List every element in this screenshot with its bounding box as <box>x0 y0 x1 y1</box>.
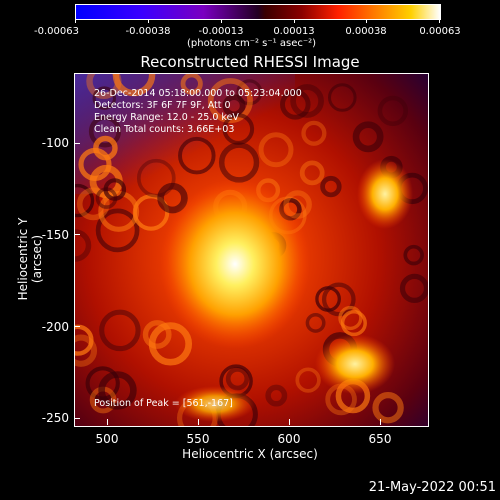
colorbar-tick-mark <box>148 19 149 23</box>
y-tick-label: -250 <box>41 411 69 425</box>
y-tick-mark <box>75 418 80 419</box>
colorbar-tick-label: 0.00063 <box>419 26 461 37</box>
y-tick-mark <box>75 326 80 327</box>
x-tick-label: 500 <box>95 432 119 446</box>
rhessi-image <box>74 73 429 427</box>
colorbar-tick-label: -0.00063 <box>34 26 79 37</box>
y-tick-mark <box>75 143 80 144</box>
colorbar-tick-mark <box>75 19 76 23</box>
x-tick-mark <box>198 419 199 425</box>
y-tick-label: -100 <box>41 136 69 150</box>
colorbar-units: (photons cm⁻² s⁻¹ asec⁻²) <box>187 38 317 49</box>
image-title: Reconstructed RHESSI Image <box>140 53 360 71</box>
x-tick-mark <box>380 419 381 425</box>
colorbar-tick-label: -0.00013 <box>198 26 244 37</box>
colorbar-tick-mark <box>294 19 295 23</box>
colorbar-tick-label: 0.00013 <box>273 26 315 37</box>
y-axis-label: Heliocentric Y (arcsec) <box>16 217 44 301</box>
x-tick-label: 600 <box>277 432 301 446</box>
observation-time: 26-Dec-2014 05:18:00.000 to 05:23:04.000 <box>94 88 302 99</box>
colorbar-tick-label: 0.00038 <box>345 26 387 37</box>
colorbar-tick-mark <box>221 19 222 23</box>
x-tick-mark <box>289 419 290 425</box>
colorbar-tick-mark <box>366 19 367 23</box>
y-tick-label: -150 <box>41 228 69 242</box>
x-tick-label: 550 <box>186 432 210 446</box>
colorbar-tick-mark <box>439 19 440 23</box>
rhessi-image-canvas <box>75 74 428 426</box>
colorbar <box>75 4 441 20</box>
y-tick-mark <box>75 234 80 235</box>
x-tick-label: 650 <box>368 432 392 446</box>
energy-range: Energy Range: 12.0 - 25.0 keV <box>94 112 239 123</box>
detectors-info: Detectors: 3F 6F 7F 9F, Att 0 <box>94 100 231 111</box>
y-tick-label: -200 <box>41 320 69 334</box>
colorbar-tick-label: -0.00038 <box>125 26 171 37</box>
clean-total-counts: Clean Total counts: 3.66E+03 <box>94 124 235 135</box>
footer-date: 21-May-2022 00:51 <box>368 480 496 495</box>
x-tick-mark <box>107 419 108 425</box>
x-axis-label: Heliocentric X (arcsec) <box>182 447 318 461</box>
peak-position: Position of Peak = [561,-167] <box>94 398 233 409</box>
